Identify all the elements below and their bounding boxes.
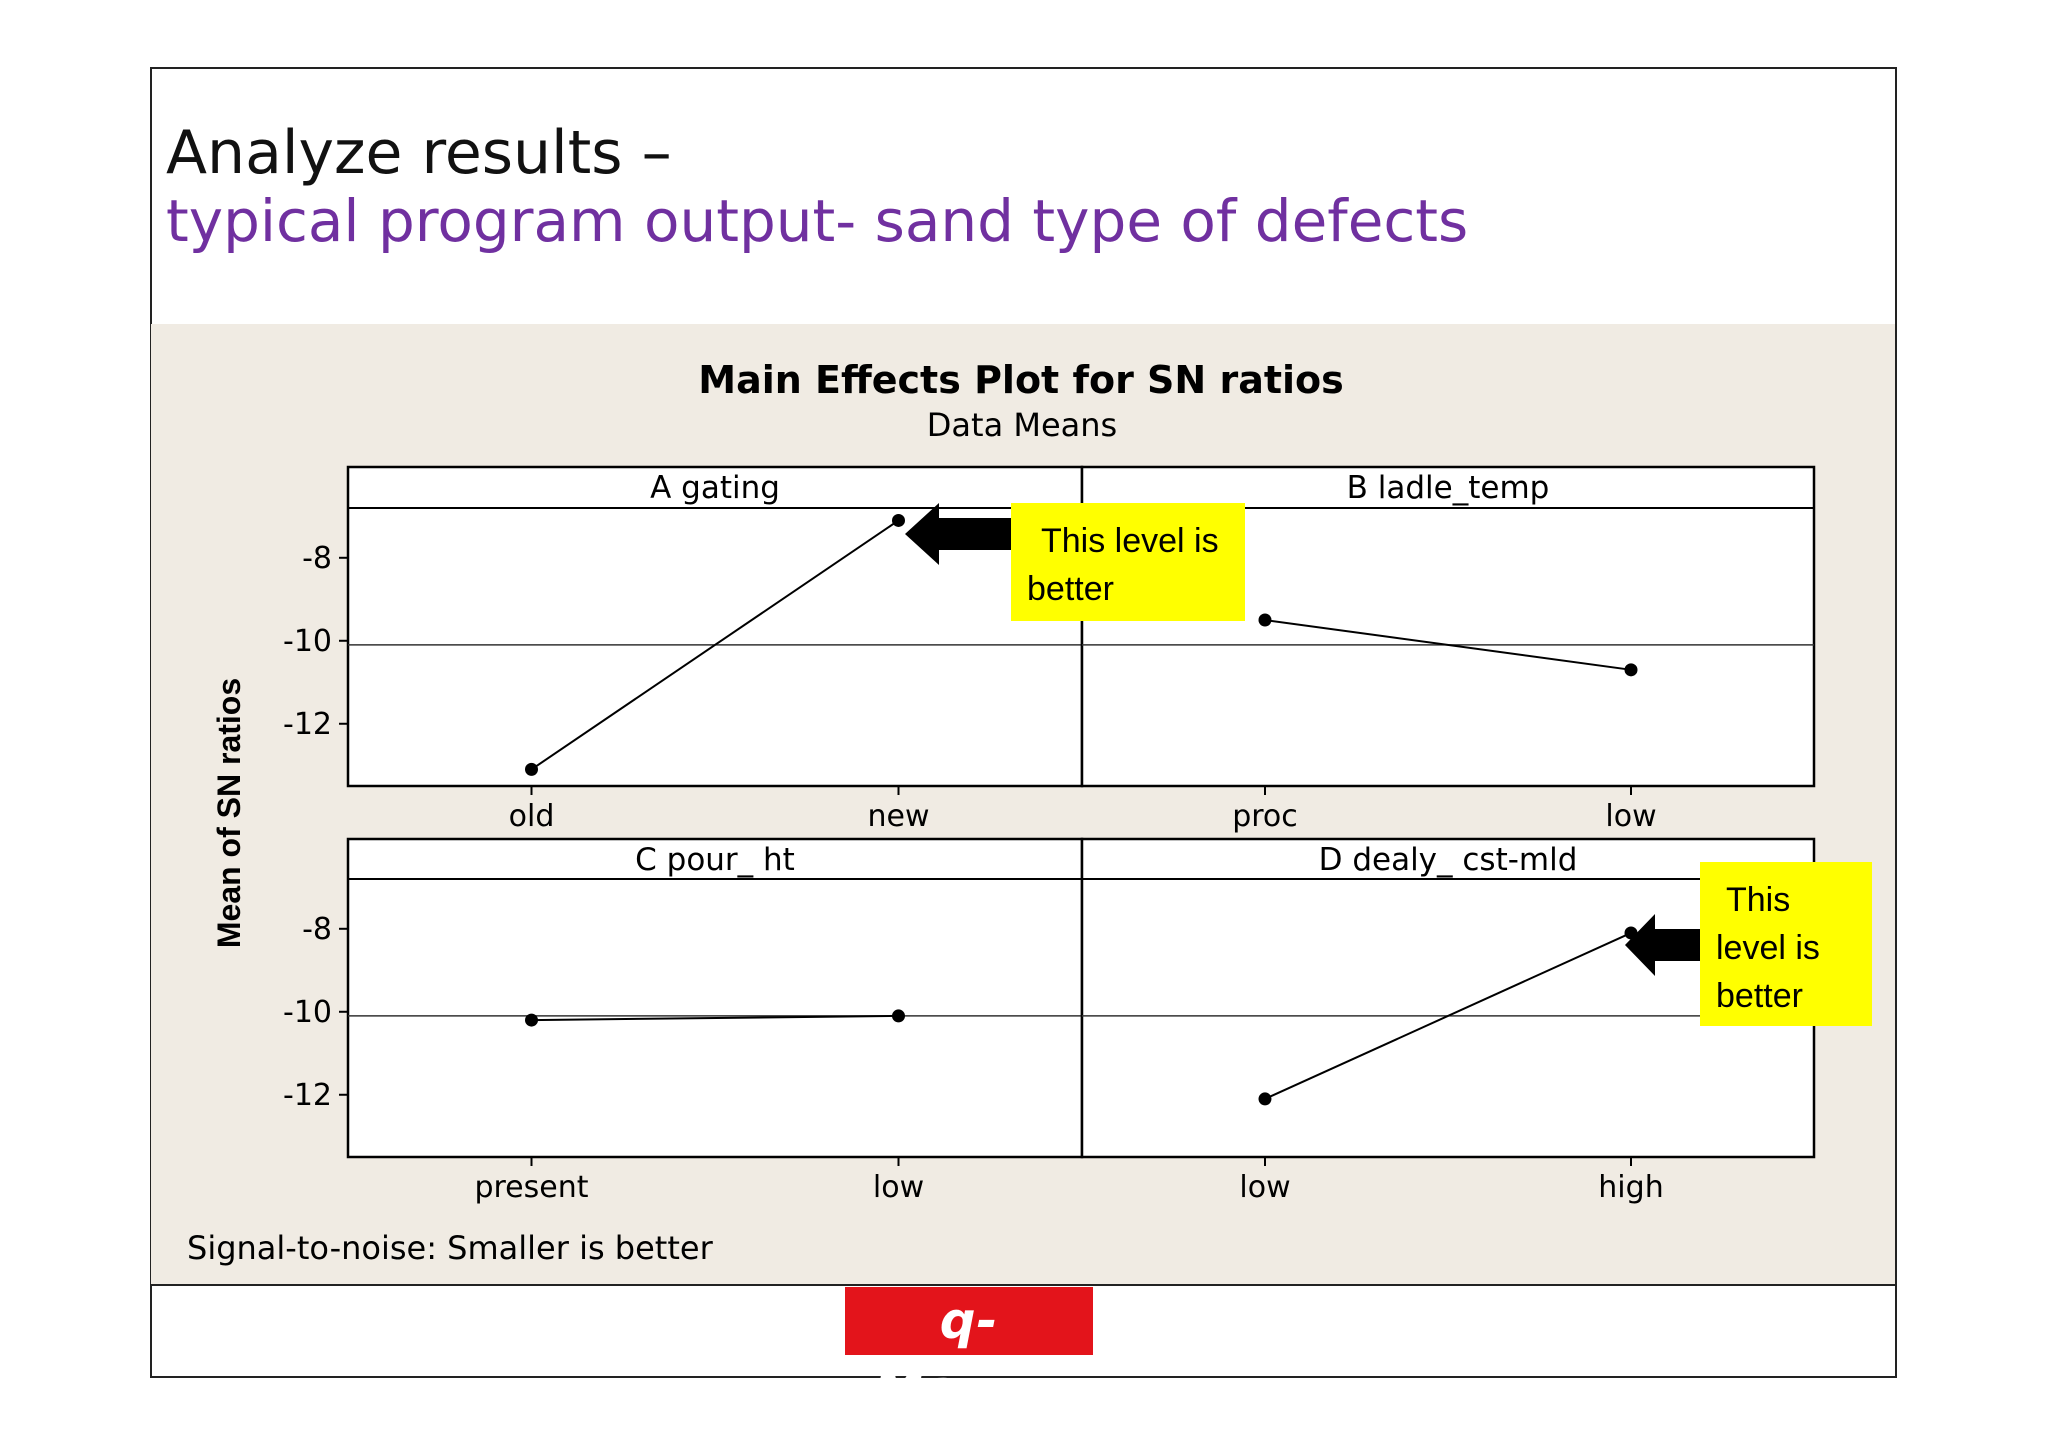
- data-point: [1258, 613, 1272, 627]
- data-point: [892, 1009, 905, 1023]
- panel-label: C pour_ ht: [635, 842, 795, 878]
- y-tick-label: -12: [283, 1078, 332, 1113]
- data-point: [892, 513, 905, 527]
- arrow-left-icon: [905, 503, 1015, 565]
- x-tick-label: present: [474, 1170, 588, 1205]
- y-tick-label: -10: [283, 624, 332, 659]
- x-tick-label: proc: [1232, 799, 1298, 834]
- panel-frame: [346, 837, 1084, 1159]
- series-line: [1264, 619, 1632, 671]
- x-tick-label: low: [1605, 799, 1656, 834]
- x-tick-label: low: [873, 1170, 924, 1205]
- q-maxim-logo: q-Maxim: [845, 1287, 1093, 1418]
- callout-line-2: better: [1027, 570, 1114, 608]
- panel-frame: [1080, 837, 1816, 1159]
- callout-line-2: level is: [1716, 929, 1820, 967]
- footer-divider: [151, 1284, 1896, 1286]
- callout-line-3: better: [1716, 977, 1803, 1015]
- slide-title: Analyze results –: [166, 118, 672, 188]
- panel-label: D dealy_ cst-mld: [1319, 842, 1578, 878]
- x-tick-label: new: [867, 799, 929, 834]
- arrow-left-icon: [1625, 914, 1705, 976]
- series-line: [531, 1014, 899, 1022]
- series-line: [530, 519, 900, 771]
- y-tick-label: -8: [302, 912, 332, 947]
- series-line: [1264, 932, 1632, 1100]
- x-tick-label: high: [1598, 1170, 1663, 1205]
- callout-line-1: This: [1726, 881, 1791, 919]
- y-tick-label: -12: [283, 707, 332, 742]
- panel-label: A gating: [650, 470, 780, 506]
- x-tick-label: old: [509, 799, 555, 834]
- data-point: [1258, 1092, 1272, 1106]
- chart-footnote: Signal-to-noise: Smaller is better: [187, 1229, 714, 1267]
- callout-line-1: This level is: [1041, 522, 1219, 560]
- chart-subtitle: Data Means: [927, 406, 1117, 444]
- y-axis-label: Mean of SN ratios: [211, 678, 247, 948]
- data-point: [1624, 663, 1638, 677]
- callout-better-level-d: This level is better: [1700, 862, 1872, 1026]
- panel-label: B ladle_temp: [1347, 470, 1550, 506]
- x-tick-label: low: [1239, 1170, 1290, 1205]
- callout-better-level-a: This level is better: [1011, 503, 1245, 621]
- data-point: [525, 762, 538, 776]
- slide-subtitle: typical program output- sand type of def…: [166, 187, 1469, 255]
- y-tick-label: -10: [283, 995, 332, 1030]
- data-point: [525, 1013, 538, 1027]
- y-tick-label: -8: [302, 541, 332, 576]
- chart-title: Main Effects Plot for SN ratios: [698, 358, 1344, 402]
